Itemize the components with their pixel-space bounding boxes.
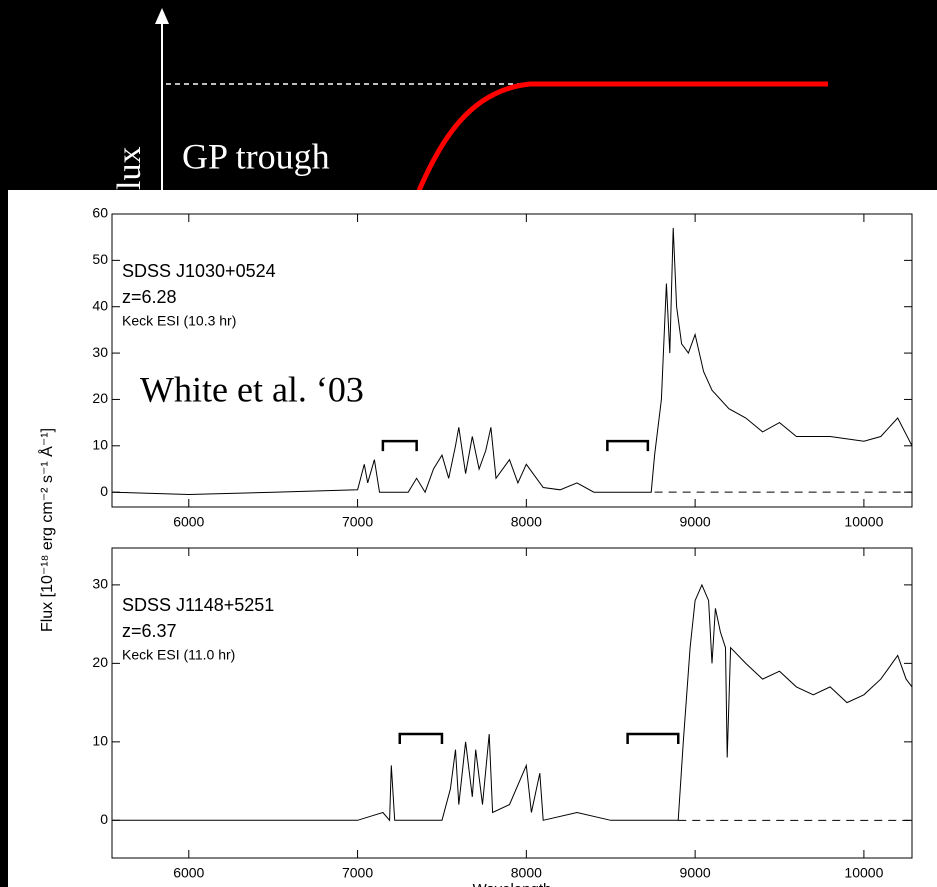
redshift: z=6.28 bbox=[122, 287, 177, 307]
y-tick-label: 20 bbox=[92, 654, 108, 670]
x-tick-label: 6000 bbox=[173, 514, 204, 530]
x-tick-label: 8000 bbox=[511, 514, 542, 530]
object-name: SDSS J1148+5251 bbox=[122, 595, 274, 615]
y-tick-label: 10 bbox=[92, 733, 108, 749]
plots: 0 10 20 30 40 50 60 6000 7000 8000 9000 10000 SDSS J… bbox=[37, 205, 913, 887]
citation: White et al. ‘03 bbox=[140, 369, 364, 409]
y-tick-label: 20 bbox=[92, 390, 108, 406]
bracket bbox=[398, 732, 444, 744]
plot-frame bbox=[111, 213, 913, 508]
y-tick-label: 10 bbox=[92, 437, 108, 453]
y-tick-label: 50 bbox=[92, 251, 108, 267]
bracket bbox=[381, 439, 418, 452]
y-axis-label: Flux [10⁻¹⁸ erg cm⁻² s⁻¹ Å⁻¹] bbox=[37, 428, 56, 632]
x-tick-label: 9000 bbox=[680, 865, 711, 881]
x-tick-label: 6000 bbox=[173, 865, 204, 881]
y-tick-label: 0 bbox=[100, 483, 108, 499]
y-tick-label: 30 bbox=[92, 344, 108, 360]
object-name: SDSS J1030+0524 bbox=[122, 261, 276, 281]
x-tick-label: 7000 bbox=[342, 865, 373, 881]
x-tick-label: 10000 bbox=[844, 514, 883, 530]
bracket bbox=[626, 732, 680, 744]
spectrum bbox=[112, 583, 913, 822]
spectrum bbox=[111, 227, 913, 496]
exposure: Keck ESI (10.3 hr) bbox=[122, 313, 236, 329]
plot-frame bbox=[111, 547, 913, 859]
x-axis-label: Wavelength bbox=[473, 881, 552, 887]
y-tick-label: 60 bbox=[92, 205, 108, 221]
axis-fragment: lux bbox=[111, 147, 148, 190]
y-tick-label: 40 bbox=[92, 297, 108, 313]
x-tick-label: 10000 bbox=[844, 865, 883, 881]
y-tick-label: 30 bbox=[92, 576, 108, 592]
axis-arrow bbox=[155, 8, 169, 24]
schematic-curve bbox=[412, 81, 828, 201]
annotation: GP trough bbox=[182, 136, 330, 176]
bracket bbox=[606, 439, 650, 452]
x-tick-label: 7000 bbox=[342, 514, 373, 530]
exposure: Keck ESI (11.0 hr) bbox=[122, 647, 235, 663]
x-tick-label: 8000 bbox=[511, 865, 542, 881]
y-tick-label: 0 bbox=[100, 811, 108, 827]
x-tick-label: 9000 bbox=[680, 514, 711, 530]
redshift: z=6.37 bbox=[122, 621, 177, 641]
